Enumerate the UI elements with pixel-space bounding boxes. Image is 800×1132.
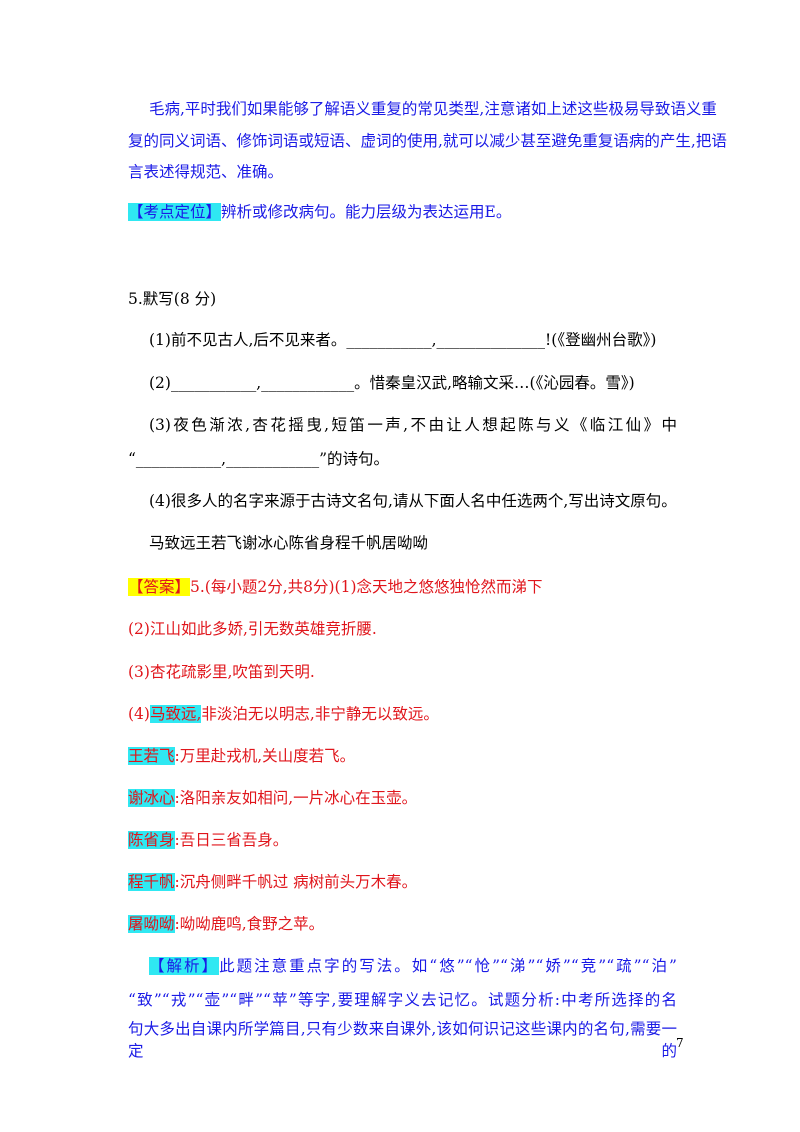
analysis-line-2-text: “致”“戎”“壶”“畔”“苹”等字,要理解字义去记忆。试题分析:中考所选择的名 — [128, 991, 677, 1009]
analysis-line-2: “致”“戎”“壶”“畔”“苹”等字,要理解字义去记忆。试题分析:中考所选择的名 — [128, 989, 677, 1011]
answer-1-text: 5.(每小题2分,共8分)(1)念天地之悠悠独怆然而涕下 — [190, 578, 543, 596]
kaodian-tag: 【考点定位】 — [128, 203, 222, 221]
question-3-line-1: (3)夜色渐浓,杏花摇曳,短笛一声,不由让人想起陈与义《临江仙》中 — [149, 414, 677, 436]
answer-4-name: 马致远, — [149, 705, 202, 723]
question-2: (2)___________,____________。惜秦皇汉武,略输文采…(… — [149, 374, 635, 392]
name-line-4: 程千帆:沉舟侧畔千帆过 病树前头万木春。 — [128, 871, 417, 893]
analysis-line-1-text: 此题注意重点字的写法。如“悠”“怆”“涕”“娇”“竞”“疏”“泊” — [219, 957, 677, 975]
analysis-line-3-text: 句大多出自课内所学篇目,只有少数来自课外,该如何识记这些课内的名句,需要一定的 — [128, 1020, 677, 1060]
answer-line-2: (2)江山如此多娇,引无数英雄竞折腰. — [128, 620, 377, 638]
paragraph-line-3: 言表述得规范、准确。 — [128, 163, 284, 181]
analysis-line-1-wrap: 【解析】此题注意重点字的写法。如“悠”“怆”“涕”“娇”“竞”“疏”“泊” — [149, 955, 677, 977]
name-line-3: 陈省身:吾日三省吾身。 — [128, 829, 288, 851]
kaodian-text: 辨析或修改病句。能力层级为表达运用E。 — [221, 203, 512, 221]
answer-line-3: (3)杏花疏影里,吹笛到天明. — [128, 663, 315, 681]
answer-tag: 【答案】 — [128, 578, 191, 596]
question-title: 5.默写(8 分) — [128, 290, 217, 308]
question-4: (4)很多人的名字来源于古诗文名句,请从下面人名中任选两个,写出诗文原句。 — [149, 492, 677, 510]
paragraph-line-1: 毛病,平时我们如果能够了解语义重复的常见类型,注意诸如上述这些极易导致语义重 — [149, 100, 717, 118]
name-text: :吾日三省吾身。 — [174, 831, 289, 849]
name-line-1: 王若飞:万里赴戎机,关山度若飞。 — [128, 745, 355, 767]
question-1: (1)前不见古人,后不见来者。___________,_____________… — [149, 331, 657, 349]
name-line-5: 屠呦呦:呦呦鹿鸣,食野之苹。 — [128, 913, 324, 935]
name-line-2: 谢冰心:洛阳亲友如相问,一片冰心在玉壶。 — [128, 787, 417, 809]
name-text: :沉舟侧畔千帆过 病树前头万木春。 — [174, 873, 418, 891]
question-3-line-1-text: (3)夜色渐浓,杏花摇曳,短笛一声,不由让人想起陈与义《临江仙》中 — [149, 416, 677, 434]
answer-4-text: 非淡泊无以明志,非宁静无以致远。 — [201, 705, 439, 723]
kaodian-line: 【考点定位】辨析或修改病句。能力层级为表达运用E。 — [128, 201, 511, 223]
name-text: :呦呦鹿鸣,食野之苹。 — [174, 915, 325, 933]
paragraph-line-2: 复的同义词语、修饰词语或短语、虚词的使用,就可以减少甚至避免重复语病的产生,把语 — [128, 132, 727, 150]
name-label: 陈省身 — [128, 831, 175, 849]
analysis-line-1: 【解析】此题注意重点字的写法。如“悠”“怆”“涕”“娇”“竞”“疏”“泊” — [149, 955, 677, 977]
name-text: :万里赴戎机,关山度若飞。 — [174, 747, 356, 765]
names-line: 马致远王若飞谢冰心陈省身程千帆居呦呦 — [149, 534, 429, 552]
name-text: :洛阳亲友如相问,一片冰心在玉壶。 — [174, 789, 418, 807]
name-label: 屠呦呦 — [128, 915, 175, 933]
analysis-line-3: 句大多出自课内所学篇目,只有少数来自课外,该如何识记这些课内的名句,需要一定的 — [128, 1018, 677, 1062]
question-3-line-2: “___________,____________”的诗句。 — [128, 450, 390, 468]
answer-line-4: (4)马致远,非淡泊无以明志,非宁静无以致远。 — [128, 703, 439, 725]
name-label: 王若飞 — [128, 747, 175, 765]
answer-line-1: 【答案】5.(每小题2分,共8分)(1)念天地之悠悠独怆然而涕下 — [128, 576, 543, 598]
analysis-tag: 【解析】 — [149, 957, 220, 975]
name-label: 程千帆 — [128, 873, 175, 891]
answer-4-prefix: (4) — [128, 705, 150, 723]
name-label: 谢冰心 — [128, 789, 175, 807]
page-number: 7 — [676, 1036, 684, 1050]
